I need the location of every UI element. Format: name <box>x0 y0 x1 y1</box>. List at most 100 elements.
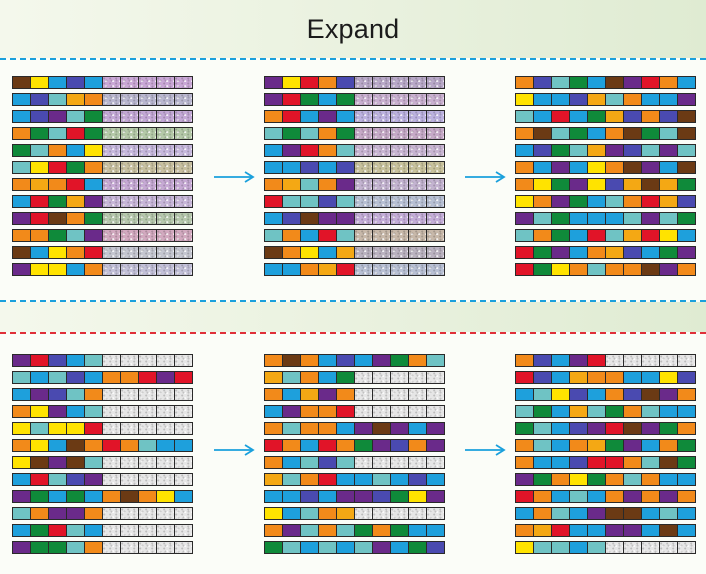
texture-cell <box>121 179 138 190</box>
color-cell <box>157 372 174 383</box>
color-cell <box>624 406 641 417</box>
color-cell <box>534 213 551 224</box>
color-cell <box>319 179 336 190</box>
texture-cell <box>157 508 174 519</box>
color-cell <box>624 372 641 383</box>
block-row <box>264 456 445 469</box>
block-row <box>12 507 193 520</box>
color-cell <box>588 542 605 553</box>
texture-cell <box>355 111 372 122</box>
block-row <box>515 212 696 225</box>
texture-cell <box>391 406 408 417</box>
color-cell <box>13 264 30 275</box>
color-cell <box>337 389 354 400</box>
color-cell <box>391 474 408 485</box>
color-cell <box>355 474 372 485</box>
texture-cell <box>121 355 138 366</box>
color-cell <box>49 196 66 207</box>
color-cell <box>588 440 605 451</box>
texture-cell <box>391 94 408 105</box>
texture-cell <box>373 230 390 241</box>
color-cell <box>67 179 84 190</box>
texture-cell <box>427 230 444 241</box>
color-cell <box>301 372 318 383</box>
texture-cell <box>121 542 138 553</box>
color-cell <box>660 389 677 400</box>
block-row <box>12 354 193 367</box>
block-row <box>264 76 445 89</box>
texture-cell <box>355 145 372 156</box>
color-cell <box>49 508 66 519</box>
color-cell <box>642 423 659 434</box>
color-cell <box>337 145 354 156</box>
block-row <box>264 422 445 435</box>
color-cell <box>265 372 282 383</box>
color-cell <box>570 525 587 536</box>
texture-cell <box>355 77 372 88</box>
color-cell <box>552 525 569 536</box>
color-cell <box>319 474 336 485</box>
color-cell <box>678 525 695 536</box>
color-cell <box>283 264 300 275</box>
color-cell <box>283 406 300 417</box>
color-cell <box>319 213 336 224</box>
color-cell <box>552 196 569 207</box>
texture-cell <box>157 128 174 139</box>
texture-cell <box>373 264 390 275</box>
block-row <box>12 212 193 225</box>
color-cell <box>13 94 30 105</box>
color-cell <box>588 474 605 485</box>
texture-cell <box>355 508 372 519</box>
color-cell <box>31 457 48 468</box>
color-cell <box>13 389 30 400</box>
texture-cell <box>373 389 390 400</box>
color-cell <box>588 389 605 400</box>
block-row <box>515 161 696 174</box>
texture-cell <box>642 542 659 553</box>
texture-cell <box>103 230 120 241</box>
color-cell <box>265 406 282 417</box>
color-cell <box>31 389 48 400</box>
color-cell <box>642 77 659 88</box>
color-cell <box>534 247 551 258</box>
color-cell <box>31 213 48 224</box>
texture-cell <box>355 196 372 207</box>
color-cell <box>660 196 677 207</box>
top-panel <box>0 76 706 296</box>
color-cell <box>552 94 569 105</box>
block-row <box>264 541 445 554</box>
color-cell <box>49 179 66 190</box>
color-cell <box>552 406 569 417</box>
color-cell <box>283 372 300 383</box>
color-cell <box>283 474 300 485</box>
block-row <box>12 405 193 418</box>
divider-middle-red <box>0 332 706 334</box>
color-cell <box>337 128 354 139</box>
color-cell <box>552 264 569 275</box>
color-cell <box>49 247 66 258</box>
texture-cell <box>103 247 120 258</box>
color-cell <box>624 389 641 400</box>
separator-band <box>0 302 706 332</box>
texture-cell <box>427 264 444 275</box>
color-cell <box>31 508 48 519</box>
color-cell <box>337 542 354 553</box>
color-cell <box>283 389 300 400</box>
color-cell <box>624 111 641 122</box>
color-cell <box>301 196 318 207</box>
color-cell <box>552 423 569 434</box>
color-cell <box>67 213 84 224</box>
color-cell <box>85 179 102 190</box>
color-cell <box>391 491 408 502</box>
color-cell <box>337 213 354 224</box>
color-cell <box>570 389 587 400</box>
color-cell <box>301 389 318 400</box>
texture-cell <box>139 111 156 122</box>
texture-cell <box>391 457 408 468</box>
color-cell <box>606 491 623 502</box>
texture-cell <box>427 128 444 139</box>
block-row <box>264 439 445 452</box>
color-cell <box>301 491 318 502</box>
texture-cell <box>139 213 156 224</box>
color-cell <box>427 423 444 434</box>
